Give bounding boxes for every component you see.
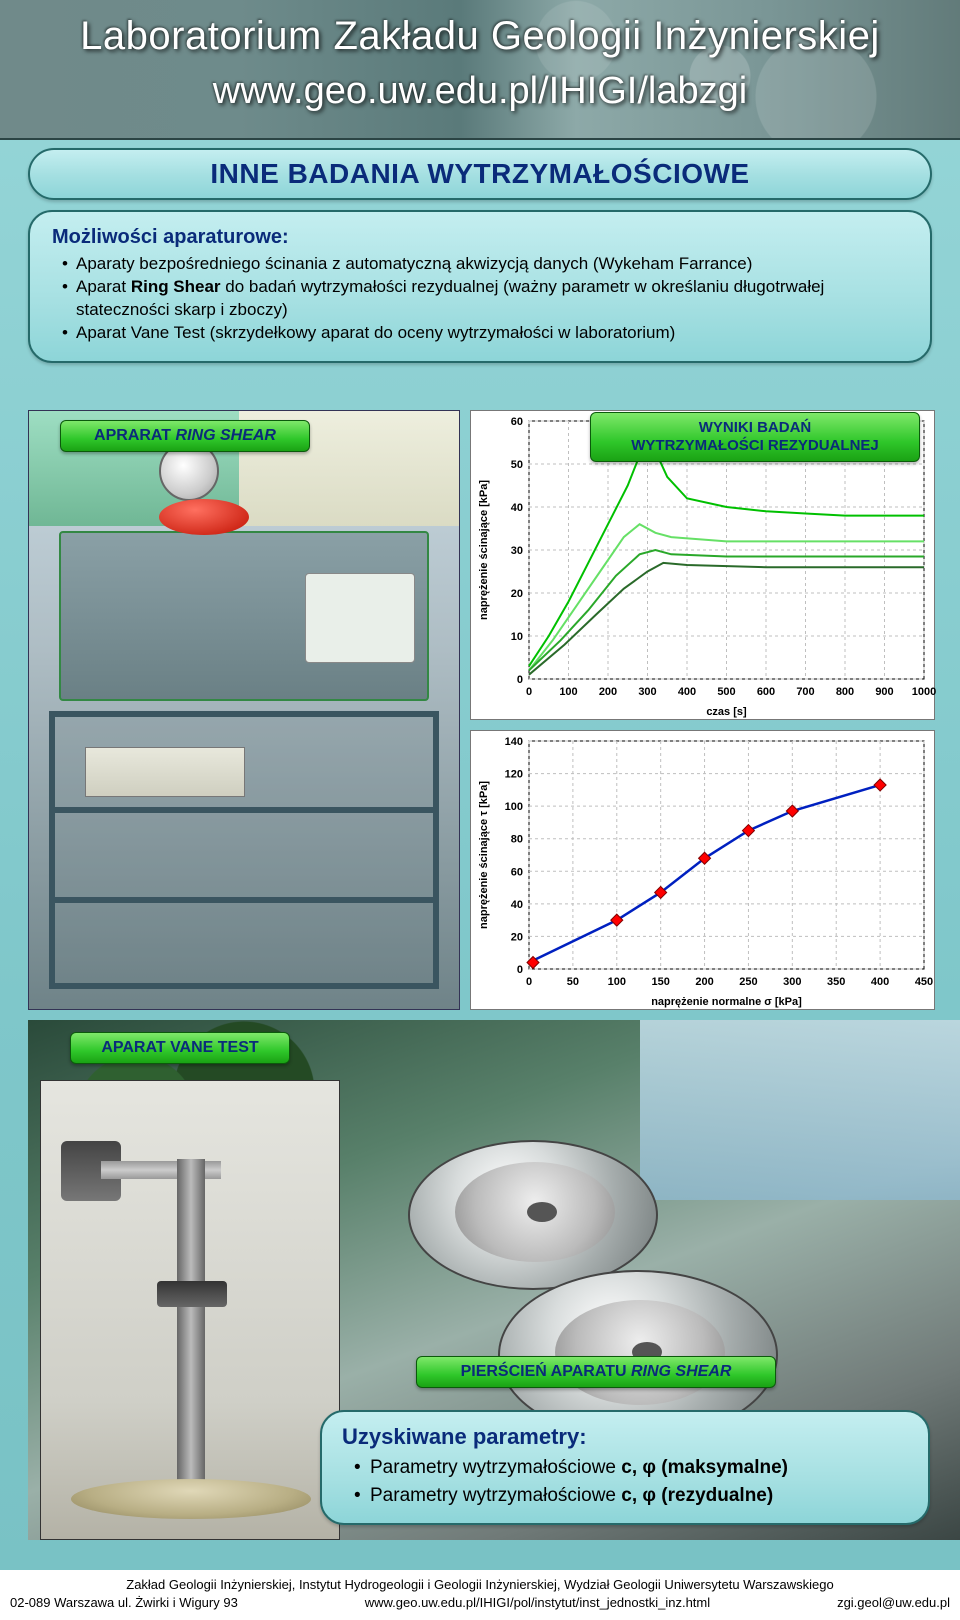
chart2-svg: 0 50 100 150 200 250 300 350 400 450 0 20 40 60 80 100 1… bbox=[471, 731, 936, 1011]
svg-text:150: 150 bbox=[651, 976, 669, 988]
vane-column bbox=[177, 1159, 205, 1489]
cart-shelf bbox=[55, 807, 433, 813]
main-title-box: INNE BADANIA WYTRZYMAŁOŚCIOWE bbox=[28, 148, 932, 200]
capabilities-title: Możliwości aparaturowe: bbox=[52, 226, 908, 249]
svg-text:0: 0 bbox=[517, 964, 523, 976]
svg-text:30: 30 bbox=[511, 545, 523, 557]
svg-text:80: 80 bbox=[511, 834, 523, 846]
svg-text:naprężenie ścinające τ [kPa]: naprężenie ścinające τ [kPa] bbox=[478, 781, 490, 929]
chart-shear-vs-normal: 0 50 100 150 200 250 300 350 400 450 0 20 40 60 80 100 1… bbox=[470, 730, 935, 1010]
footer-email: zgi.geol@uw.edu.pl bbox=[837, 1594, 950, 1612]
label-results-title: WYNIKI BADAŃWYTRZYMAŁOŚCI REZYDUALNEJ bbox=[590, 412, 920, 462]
results-item: Parametry wytrzymałościowe c, φ (rezydua… bbox=[354, 1482, 908, 1510]
header-subtitle: www.geo.uw.edu.pl/IHIGI/labzgi bbox=[0, 70, 960, 113]
apparatus-panel bbox=[305, 573, 415, 663]
svg-text:120: 120 bbox=[505, 769, 523, 781]
capabilities-list: Aparaty bezpośredniego ścinania z automa… bbox=[52, 253, 908, 345]
svg-text:100: 100 bbox=[608, 976, 626, 988]
cart-shelf bbox=[55, 897, 433, 903]
svg-text:500: 500 bbox=[717, 686, 735, 698]
results-title: Uzyskiwane parametry: bbox=[342, 1424, 908, 1450]
footer-address: 02-089 Warszawa ul. Żwirki i Wigury 93 bbox=[10, 1594, 238, 1612]
svg-text:200: 200 bbox=[599, 686, 617, 698]
ring-disc bbox=[408, 1140, 658, 1290]
svg-text:20: 20 bbox=[511, 588, 523, 600]
svg-text:czas [s]: czas [s] bbox=[706, 706, 747, 718]
photo-vane-test bbox=[40, 1080, 340, 1540]
shelf-device bbox=[85, 747, 245, 797]
svg-text:40: 40 bbox=[511, 899, 523, 911]
label-ring-shear: APRARAT RING SHEAR bbox=[60, 420, 310, 452]
svg-text:450: 450 bbox=[915, 976, 933, 988]
apparatus-cart bbox=[49, 711, 439, 989]
results-box: Uzyskiwane parametry: Parametry wytrzyma… bbox=[320, 1410, 930, 1525]
svg-text:200: 200 bbox=[695, 976, 713, 988]
svg-text:naprężenie ścinające [kPa]: naprężenie ścinające [kPa] bbox=[478, 480, 490, 620]
svg-text:40: 40 bbox=[511, 502, 523, 514]
svg-text:1000: 1000 bbox=[912, 686, 936, 698]
capability-item: Aparat Vane Test (skrzydełkowy aparat do… bbox=[62, 322, 908, 345]
main-area: INNE BADANIA WYTRZYMAŁOŚCIOWE Możliwości… bbox=[0, 140, 960, 1570]
svg-text:60: 60 bbox=[511, 866, 523, 878]
svg-text:100: 100 bbox=[559, 686, 577, 698]
svg-text:10: 10 bbox=[511, 631, 523, 643]
main-title: INNE BADANIA WYTRZYMAŁOŚCIOWE bbox=[210, 158, 749, 190]
svg-text:600: 600 bbox=[757, 686, 775, 698]
svg-text:700: 700 bbox=[796, 686, 814, 698]
apparatus-sample bbox=[159, 499, 249, 535]
svg-text:300: 300 bbox=[783, 976, 801, 988]
svg-text:60: 60 bbox=[511, 416, 523, 428]
capability-item: Aparat Ring Shear do badań wytrzymałości… bbox=[62, 276, 908, 322]
footer-line1: Zakład Geologii Inżynierskiej, Instytut … bbox=[10, 1576, 950, 1594]
svg-text:20: 20 bbox=[511, 931, 523, 943]
photo-sky bbox=[640, 1020, 960, 1200]
capability-item: Aparaty bezpośredniego ścinania z automa… bbox=[62, 253, 908, 276]
footer-line2: 02-089 Warszawa ul. Żwirki i Wigury 93 w… bbox=[10, 1594, 950, 1612]
svg-text:0: 0 bbox=[517, 674, 523, 686]
svg-text:naprężenie normalne σ [kPa]: naprężenie normalne σ [kPa] bbox=[651, 996, 802, 1008]
results-item: Parametry wytrzymałościowe c, φ (maksyma… bbox=[354, 1454, 908, 1482]
photo-ring-shear bbox=[28, 410, 460, 1010]
svg-text:250: 250 bbox=[739, 976, 757, 988]
footer: Zakład Geologii Inżynierskiej, Instytut … bbox=[0, 1570, 960, 1620]
vane-weight bbox=[157, 1281, 227, 1307]
svg-text:140: 140 bbox=[505, 736, 523, 748]
results-list: Parametry wytrzymałościowe c, φ (maksyma… bbox=[342, 1454, 908, 1509]
svg-text:900: 900 bbox=[875, 686, 893, 698]
header-band: Laboratorium Zakładu Geologii Inżyniersk… bbox=[0, 0, 960, 140]
svg-text:0: 0 bbox=[526, 686, 532, 698]
apparatus-box bbox=[59, 531, 429, 701]
svg-text:50: 50 bbox=[511, 459, 523, 471]
svg-text:350: 350 bbox=[827, 976, 845, 988]
svg-text:800: 800 bbox=[836, 686, 854, 698]
svg-text:50: 50 bbox=[567, 976, 579, 988]
vane-base bbox=[71, 1479, 311, 1519]
svg-text:300: 300 bbox=[638, 686, 656, 698]
capabilities-box: Możliwości aparaturowe: Aparaty bezpośre… bbox=[28, 210, 932, 363]
svg-text:400: 400 bbox=[678, 686, 696, 698]
label-ring-pier: PIERŚCIEŃ APARATU RING SHEAR bbox=[416, 1356, 776, 1388]
svg-text:400: 400 bbox=[871, 976, 889, 988]
footer-url: www.geo.uw.edu.pl/IHIGI/pol/instytut/ins… bbox=[365, 1594, 710, 1612]
svg-text:100: 100 bbox=[505, 801, 523, 813]
header-title: Laboratorium Zakładu Geologii Inżyniersk… bbox=[0, 14, 960, 59]
svg-text:0: 0 bbox=[526, 976, 532, 988]
label-vane-test: APARAT VANE TEST bbox=[70, 1032, 290, 1064]
